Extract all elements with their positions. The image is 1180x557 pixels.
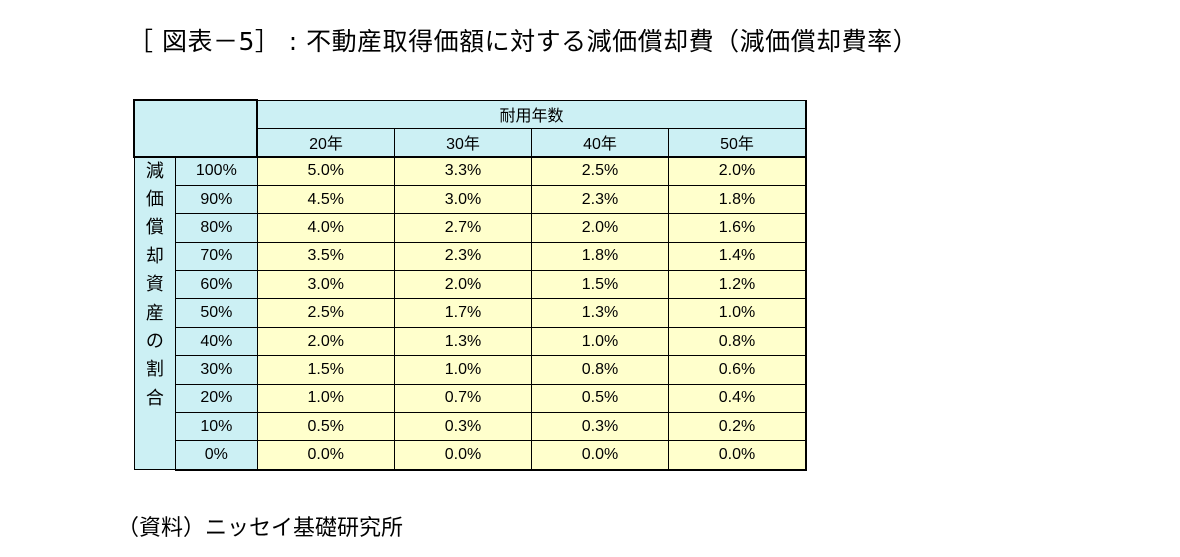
column-header: 20年 (256, 127, 395, 158)
table-corner-cell (133, 99, 258, 158)
table-row: 減価償却資産の割合 100% 5.0% 3.3% 2.5% 2.0% (133, 155, 807, 471)
table-cell: 0.0% (394, 440, 532, 471)
table-cell: 1.0% (256, 383, 395, 414)
depreciation-rate-table: 耐用年数 20年 30年 40年 50年 減価償却資産の割合 100% 5.0% 3.… (133, 99, 807, 471)
table-cell: 0.0% (256, 440, 395, 471)
table-cell: 0.4% (668, 383, 807, 414)
table-cell: 1.2% (668, 270, 807, 300)
table-cell: 0.8% (531, 355, 669, 385)
useful-life-header: 耐用年数 (256, 99, 807, 129)
table-row: 60% 3.0% 2.0% 1.5% 1.2% (134, 270, 807, 300)
table-cell: 5.0% (256, 156, 395, 186)
table-cell: 2.0% (531, 213, 669, 243)
row-header: 10% (175, 412, 258, 442)
table-row: 30% 1.5% 1.0% 0.8% 0.6% (134, 355, 807, 385)
table-cell: 0.2% (668, 412, 807, 442)
table-cell: 0.5% (531, 383, 669, 414)
table-cell: 1.8% (531, 241, 669, 272)
column-header: 50年 (668, 127, 807, 158)
table-row: 50% 2.5% 1.7% 1.3% 1.0% (134, 298, 807, 328)
table-cell: 4.0% (256, 213, 395, 243)
table-cell: 0.6% (668, 355, 807, 385)
table-cell: 0.3% (531, 412, 669, 442)
table-cell: 2.0% (668, 156, 807, 186)
table-cell: 1.0% (531, 326, 669, 357)
table-cell: 2.0% (256, 326, 395, 357)
row-header: 60% (175, 270, 258, 300)
table-cell: 0.5% (256, 412, 395, 442)
table-cell: 3.0% (256, 270, 395, 300)
row-group-label: 減価償却資産の割合 (133, 155, 177, 471)
table-cell: 1.4% (668, 241, 807, 272)
table-row: 20% 1.0% 0.7% 0.5% 0.4% (134, 383, 807, 414)
table-cell: 0.8% (668, 326, 807, 357)
table-cell: 2.5% (531, 156, 669, 186)
table-cell: 0.0% (531, 440, 669, 471)
table-cell: 2.0% (394, 270, 532, 300)
table-cell: 2.3% (531, 184, 669, 215)
figure-title: ［ 図表－5］ : 不動産取得価額に対する減価償却費（減価償却費率） (128, 27, 919, 56)
table-cell: 1.0% (394, 355, 532, 385)
table-cell: 1.3% (394, 326, 532, 357)
table-row: 0% 0.0% 0.0% 0.0% 0.0% (134, 440, 807, 471)
source-note: （資料）ニッセイ基礎研究所 (117, 516, 404, 541)
row-header: 40% (175, 326, 258, 357)
row-header: 50% (175, 298, 258, 328)
table-cell: 1.0% (668, 298, 807, 328)
table-cell: 4.5% (256, 184, 395, 215)
row-header: 0% (175, 440, 258, 471)
table-row: 40% 2.0% 1.3% 1.0% 0.8% (134, 326, 807, 357)
row-header: 90% (175, 184, 258, 215)
column-header: 30年 (394, 127, 532, 158)
column-header: 40年 (531, 127, 669, 158)
table-cell: 1.7% (394, 298, 532, 328)
table-cell: 0.3% (394, 412, 532, 442)
row-header: 70% (175, 241, 258, 272)
table-body: 減価償却資産の割合 100% 5.0% 3.3% 2.5% 2.0% 90% 4.5% 3.0%… (133, 155, 807, 471)
table-cell: 2.3% (394, 241, 532, 272)
table-cell: 1.5% (256, 355, 395, 385)
row-header: 30% (175, 355, 258, 385)
row-header: 20% (175, 383, 258, 414)
table-cell: 1.5% (531, 270, 669, 300)
row-group-label-text: 減価償却資産の割合 (145, 160, 164, 409)
table-cell: 1.8% (668, 184, 807, 215)
row-header: 80% (175, 213, 258, 243)
table-cell: 2.5% (256, 298, 395, 328)
row-header: 100% (175, 156, 258, 186)
table-row: 10% 0.5% 0.3% 0.3% 0.2% (134, 412, 807, 442)
table-row: 70% 3.5% 2.3% 1.8% 1.4% (134, 241, 807, 272)
table-cell: 0.0% (668, 440, 807, 471)
table-cell: 3.5% (256, 241, 395, 272)
table-cell: 0.7% (394, 383, 532, 414)
table-cell: 1.3% (531, 298, 669, 328)
table-cell: 2.7% (394, 213, 532, 243)
table-cell: 3.3% (394, 156, 532, 186)
table-row: 90% 4.5% 3.0% 2.3% 1.8% (134, 184, 807, 215)
table-cell: 3.0% (394, 184, 532, 215)
table-row: 80% 4.0% 2.7% 2.0% 1.6% (134, 213, 807, 243)
table-cell: 1.6% (668, 213, 807, 243)
